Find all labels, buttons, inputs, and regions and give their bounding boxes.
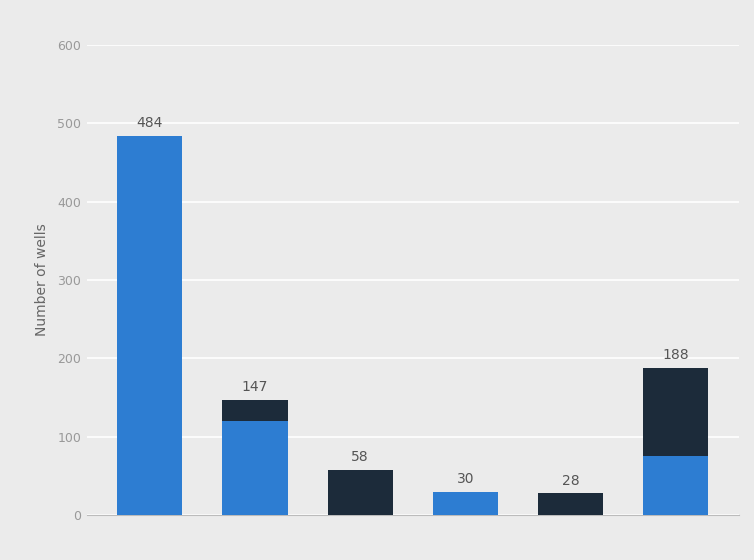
Bar (433, 492, 498, 515)
Text: 484: 484 (136, 116, 163, 130)
Text: 147: 147 (242, 380, 268, 394)
Bar (117, 136, 182, 515)
Bar (327, 470, 393, 515)
Bar (222, 400, 287, 421)
Text: 188: 188 (663, 348, 689, 362)
Y-axis label: Number of wells: Number of wells (35, 223, 49, 337)
Text: 58: 58 (351, 450, 369, 464)
Bar (643, 456, 709, 515)
Bar (538, 493, 603, 515)
Bar (643, 368, 709, 456)
Text: 28: 28 (562, 474, 579, 488)
Bar (222, 421, 287, 515)
Text: 30: 30 (457, 472, 474, 486)
